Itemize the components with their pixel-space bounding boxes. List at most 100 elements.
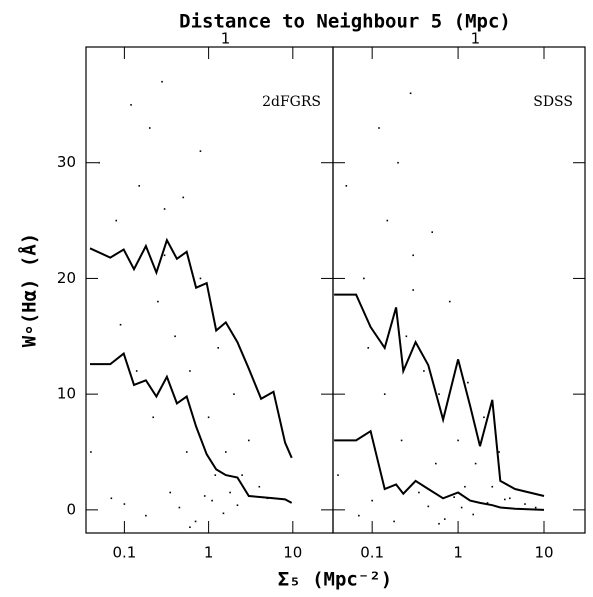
point (345, 185, 348, 187)
point (393, 520, 395, 523)
point (400, 439, 403, 442)
point (498, 451, 500, 453)
point (460, 506, 463, 509)
point (157, 300, 159, 303)
point (423, 370, 425, 372)
point (472, 513, 475, 516)
y-tick-label: 20 (57, 269, 76, 287)
point (119, 323, 122, 326)
point (163, 254, 166, 257)
point (163, 208, 166, 210)
point (412, 254, 414, 257)
x2-tick-label: 1 (221, 30, 231, 48)
point (211, 499, 213, 502)
point (178, 506, 181, 509)
point (214, 474, 217, 476)
x2-tick-label: 1 (471, 30, 481, 48)
y-tick-label: 30 (57, 153, 76, 171)
point (138, 185, 141, 187)
point (236, 504, 239, 507)
point (412, 289, 414, 291)
point (169, 491, 172, 494)
line (89, 237, 293, 459)
point (130, 104, 132, 106)
panel-label: SDSS (533, 94, 573, 110)
point (185, 451, 188, 453)
point (98, 161, 100, 164)
point (224, 451, 227, 453)
point (161, 80, 163, 83)
point (438, 393, 440, 395)
point (145, 514, 147, 517)
x-tick-label: 0.1 (112, 544, 136, 562)
point (363, 277, 365, 280)
panel-frame (332, 46, 586, 534)
point (431, 231, 434, 233)
point (383, 393, 386, 395)
line (334, 429, 545, 511)
point (448, 300, 451, 303)
point (115, 219, 118, 222)
point (174, 335, 176, 338)
point (194, 520, 197, 523)
x-tick-label: 1 (453, 544, 463, 562)
x-axis-title: Σ₅ (Mpc⁻²) (278, 569, 392, 591)
point (486, 502, 489, 504)
point (90, 451, 92, 453)
point (110, 497, 113, 500)
point (229, 491, 231, 494)
point (258, 485, 261, 488)
x-tick-label: 0.1 (360, 544, 384, 562)
point (491, 485, 494, 488)
point (203, 495, 206, 497)
point (247, 439, 250, 442)
point (474, 462, 477, 465)
point (152, 416, 155, 419)
point (367, 347, 370, 349)
point (427, 505, 430, 508)
point (438, 522, 440, 525)
x-tick-label: 10 (283, 544, 302, 562)
point (524, 503, 526, 505)
point (199, 277, 202, 280)
point (222, 512, 225, 515)
point (148, 127, 151, 129)
point (378, 127, 380, 129)
point (189, 370, 191, 372)
point (199, 150, 202, 152)
point (534, 506, 537, 509)
point (409, 92, 412, 95)
top-axis-title: Distance to Neighbour 5 (Mpc) (179, 11, 511, 33)
point (397, 161, 399, 164)
point (337, 474, 339, 476)
point (123, 503, 126, 505)
point (233, 393, 235, 395)
point (386, 219, 389, 222)
point (418, 491, 420, 494)
point (405, 335, 408, 338)
y-axis-title: W∘(Hα) (Å) (17, 233, 41, 347)
point (241, 474, 243, 476)
point (189, 526, 191, 529)
point (464, 485, 466, 488)
line (334, 293, 545, 497)
point (207, 416, 210, 419)
point (457, 439, 459, 442)
panel-label: 2dFGRS (262, 94, 321, 110)
point (217, 347, 220, 349)
point (453, 496, 455, 498)
point (358, 514, 360, 517)
point (182, 196, 185, 199)
point (371, 499, 373, 502)
x-tick-label: 10 (534, 544, 553, 562)
point (467, 381, 469, 384)
point (483, 416, 485, 419)
y-tick-label: 10 (57, 385, 76, 403)
line (90, 351, 293, 504)
point (509, 497, 511, 500)
point (135, 370, 138, 372)
y-tick-label: 0 (66, 500, 76, 518)
x-tick-label: 1 (204, 544, 214, 562)
point (434, 462, 437, 465)
